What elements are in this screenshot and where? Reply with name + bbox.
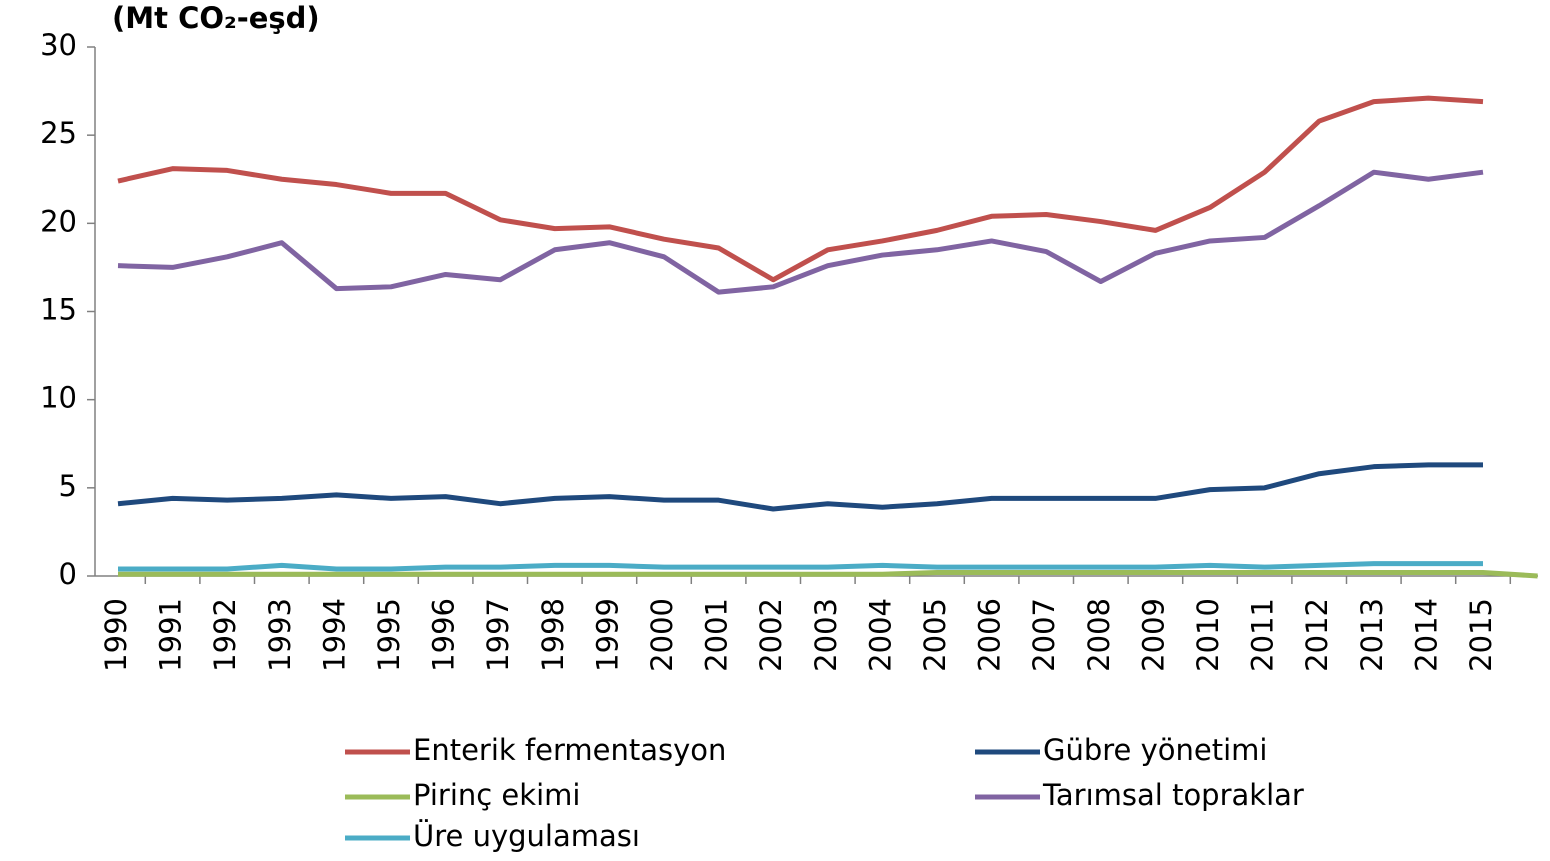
legend-label: Gübre yönetimi [1043, 733, 1267, 767]
x-tick-label: 2010 [1191, 598, 1225, 672]
x-tick-label: 2005 [918, 598, 952, 672]
series-line [118, 569, 1538, 579]
x-tick-label: 2013 [1355, 598, 1389, 672]
legend-label: Tarımsal topraklar [1042, 778, 1304, 812]
series-line [118, 561, 1483, 572]
series-line [117, 169, 1484, 295]
y-tick-label: 30 [40, 28, 77, 62]
x-tick-label: 2011 [1246, 598, 1280, 672]
x-tick-label: 1996 [427, 598, 461, 672]
x-tick-label: 2000 [645, 598, 679, 672]
x-tick-label: 1990 [99, 598, 133, 672]
y-tick-label: 10 [40, 381, 77, 415]
series-line [117, 462, 1483, 512]
x-tick-label: 1995 [372, 598, 406, 672]
series-line [117, 95, 1484, 283]
x-tick-label: 2014 [1409, 598, 1443, 672]
x-tick-label: 1997 [481, 598, 515, 672]
x-tick-label: 2012 [1300, 598, 1334, 672]
x-tick-label: 1991 [154, 598, 188, 672]
x-tick-label: 1992 [208, 598, 242, 672]
x-tick-label: 2004 [863, 598, 897, 672]
legend-label: Pirinç ekimi [413, 778, 580, 812]
x-tick-label: 1994 [317, 598, 351, 672]
y-tick-label: 0 [59, 557, 77, 591]
x-tick-label: 2009 [1136, 598, 1170, 672]
y-tick-label: 25 [40, 116, 77, 150]
y-tick-label: 20 [40, 204, 77, 238]
x-tick-label: 1993 [263, 598, 297, 672]
x-tick-label: 2007 [1027, 598, 1061, 672]
x-tick-label: 2008 [1082, 598, 1116, 672]
x-tick-label: 2015 [1464, 598, 1498, 672]
x-tick-label: 2006 [973, 598, 1007, 672]
chart-title: (Mt CO₂-eşd) [112, 1, 320, 35]
x-tick-label: 1998 [536, 598, 570, 672]
y-tick-label: 15 [40, 293, 77, 327]
x-tick-label: 2002 [754, 598, 788, 672]
x-tick-label: 2003 [809, 598, 843, 672]
x-tick-label: 2001 [700, 598, 734, 672]
y-tick-label: 5 [59, 469, 77, 503]
legend-label: Üre uygulaması [413, 819, 640, 853]
x-tick-label: 1999 [590, 598, 624, 672]
legend-label: Enterik fermentasyon [413, 733, 726, 767]
